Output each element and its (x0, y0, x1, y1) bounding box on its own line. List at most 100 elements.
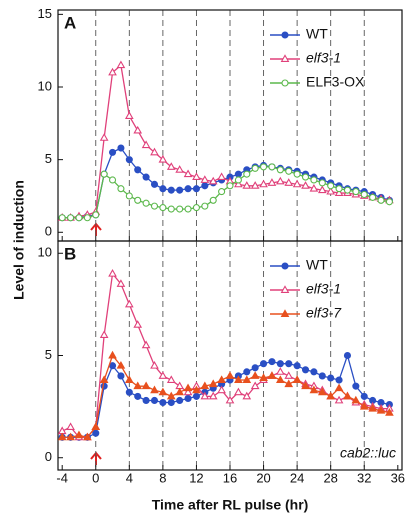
point (327, 182, 335, 190)
series (57, 350, 394, 441)
point (267, 178, 277, 186)
point (251, 164, 259, 172)
point (83, 214, 91, 222)
point (217, 172, 226, 181)
point (159, 185, 167, 193)
point (309, 385, 319, 394)
point (284, 379, 294, 388)
point (117, 372, 125, 380)
point (225, 395, 235, 404)
point (159, 204, 167, 212)
point (176, 205, 184, 213)
y-tick-label: 0 (45, 224, 52, 239)
point (335, 376, 343, 384)
point (91, 422, 101, 431)
x-tick-label: 4 (126, 470, 133, 485)
point (275, 367, 285, 375)
point (184, 205, 192, 213)
point (351, 395, 361, 404)
point (251, 364, 259, 372)
point (183, 169, 193, 178)
point (100, 170, 108, 178)
point (134, 392, 142, 400)
point (369, 193, 377, 201)
point (141, 381, 151, 390)
point (250, 381, 260, 390)
point (360, 190, 368, 199)
point (192, 172, 201, 181)
point (167, 186, 175, 194)
panel-label: A (64, 13, 76, 32)
point (167, 398, 175, 407)
y-tick-label: 10 (38, 78, 52, 93)
point (150, 396, 159, 405)
point (292, 375, 302, 383)
point (275, 176, 285, 185)
point (116, 361, 126, 369)
point (234, 179, 243, 188)
point (142, 396, 150, 405)
point (133, 320, 143, 328)
point (334, 383, 344, 392)
point (368, 403, 377, 412)
x-tick-label: 16 (223, 470, 237, 485)
point (124, 299, 134, 308)
series (57, 268, 394, 441)
x-tick-label: 12 (189, 470, 203, 485)
point (158, 371, 168, 379)
point (334, 395, 344, 404)
x-tick-label: 24 (290, 470, 304, 485)
point (133, 381, 143, 390)
point (259, 179, 268, 188)
point (268, 358, 276, 366)
point (142, 173, 150, 181)
point (125, 156, 133, 164)
point (141, 340, 151, 349)
point (343, 391, 352, 400)
point (276, 360, 284, 368)
point (209, 196, 217, 204)
point (176, 186, 184, 194)
x-tick-label: 8 (159, 470, 166, 485)
point (141, 140, 151, 149)
point (317, 387, 327, 396)
legend-marker (280, 309, 290, 317)
legend-label: ELF3-OX (306, 74, 365, 90)
point (226, 182, 234, 190)
annotation: cab2::luc (340, 445, 396, 461)
point (234, 170, 242, 178)
point (275, 375, 285, 383)
point (66, 422, 75, 431)
series (58, 163, 393, 222)
point (343, 186, 352, 194)
point (99, 133, 109, 141)
point (317, 185, 327, 194)
point (166, 375, 176, 383)
point (116, 60, 126, 69)
legend-label: elf3-1 (306, 50, 341, 66)
point (192, 385, 201, 394)
point (276, 166, 284, 174)
point (234, 375, 243, 383)
legend-label: elf3-7 (306, 305, 342, 321)
point (200, 175, 210, 183)
point (293, 170, 301, 178)
point (99, 375, 109, 383)
point (66, 432, 75, 441)
point (267, 371, 277, 379)
point (292, 179, 302, 188)
point (250, 371, 260, 379)
point (92, 211, 100, 219)
point (125, 192, 133, 200)
point (150, 180, 159, 188)
series-line (62, 166, 390, 219)
point (217, 375, 226, 383)
point (309, 183, 319, 192)
point (108, 268, 117, 277)
point (201, 202, 209, 210)
point (176, 396, 184, 405)
point (285, 167, 293, 175)
point (218, 188, 226, 196)
point (117, 144, 125, 152)
legend-label: WT (306, 26, 328, 42)
